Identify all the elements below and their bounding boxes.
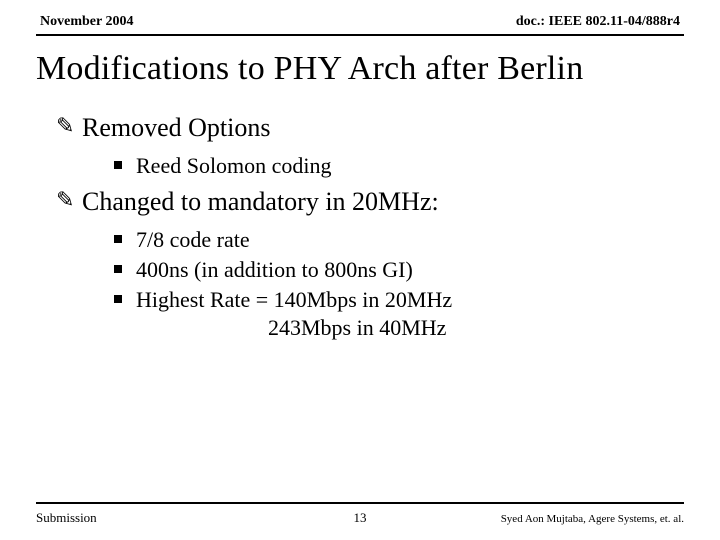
header-date: November 2004	[40, 14, 133, 30]
bullet-l2-text: Highest Rate = 140Mbps in 20MHz 243Mbps …	[136, 286, 452, 342]
bullet-l2: Reed Solomon coding	[114, 152, 684, 180]
square-icon	[114, 226, 136, 243]
footer-rule	[36, 502, 684, 504]
bullet-l2-text: Reed Solomon coding	[136, 152, 332, 180]
bullet-l1: ✎ Removed Options	[56, 112, 684, 144]
slide-header: November 2004 doc.: IEEE 802.11-04/888r4	[36, 14, 684, 32]
slide: November 2004 doc.: IEEE 802.11-04/888r4…	[0, 0, 720, 540]
square-icon	[114, 152, 136, 169]
slide-footer: Submission 13 Syed Aon Mujtaba, Agere Sy…	[36, 510, 684, 526]
header-doc-id: doc.: IEEE 802.11-04/888r4	[516, 14, 680, 30]
footer-page-number: 13	[36, 510, 684, 526]
bullet-l2: 7/8 code rate	[114, 226, 684, 254]
bullet-l1-text: Removed Options	[82, 112, 271, 144]
header-rule	[36, 34, 684, 36]
bullet-l1: ✎ Changed to mandatory in 20MHz:	[56, 186, 684, 218]
bullet-l2-text: 400ns (in addition to 800ns GI)	[136, 256, 413, 284]
bullet-l2: Highest Rate = 140Mbps in 20MHz 243Mbps …	[114, 286, 684, 342]
pencil-icon: ✎	[56, 186, 82, 214]
bullet-l2-text: 7/8 code rate	[136, 226, 250, 254]
pencil-icon: ✎	[56, 112, 82, 140]
bullet-l2: 400ns (in addition to 800ns GI)	[114, 256, 684, 284]
slide-body: ✎ Removed Options Reed Solomon coding ✎ …	[36, 112, 684, 342]
square-icon	[114, 286, 136, 303]
slide-title: Modifications to PHY Arch after Berlin	[36, 50, 684, 88]
bullet-l1-text: Changed to mandatory in 20MHz:	[82, 186, 439, 218]
square-icon	[114, 256, 136, 273]
sub-list: Reed Solomon coding	[56, 152, 684, 180]
sub-list: 7/8 code rate 400ns (in addition to 800n…	[56, 226, 684, 342]
